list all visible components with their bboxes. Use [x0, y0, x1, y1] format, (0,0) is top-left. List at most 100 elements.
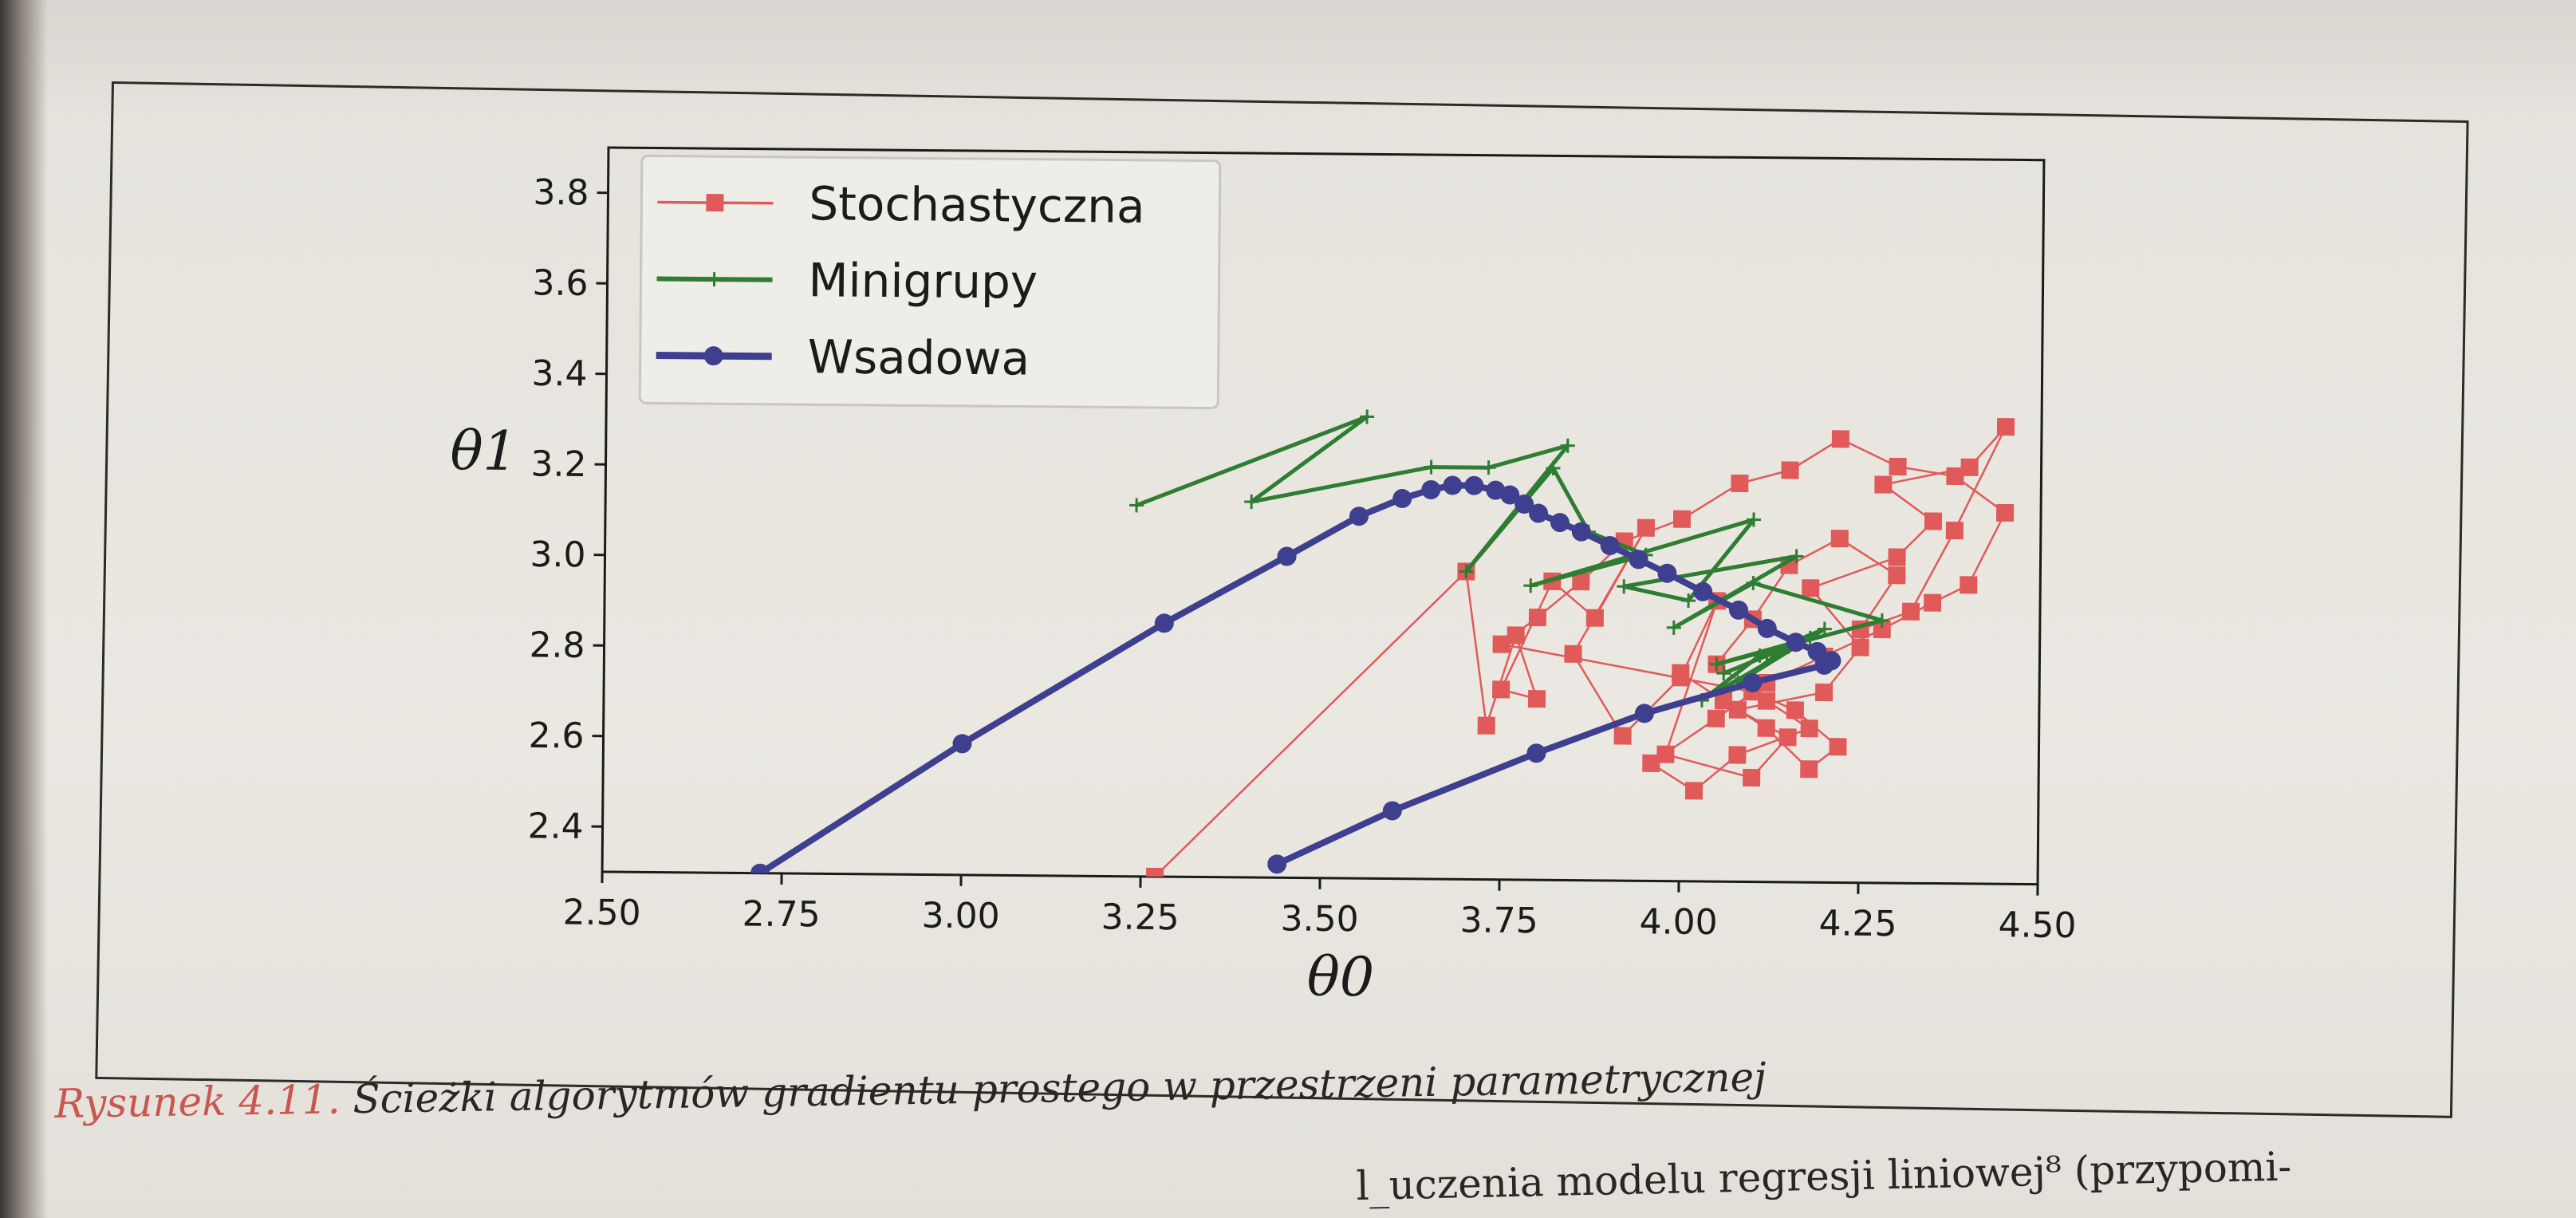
x-tick-label: 4.25 — [1818, 903, 1897, 944]
x-tick-label: 3.00 — [921, 895, 999, 936]
minibatch-point — [1617, 579, 1632, 594]
minibatch-point — [1746, 512, 1761, 527]
legend-label: Wsadowa — [807, 329, 1030, 385]
stochastic-point — [1714, 692, 1733, 710]
batch-point — [1154, 613, 1174, 633]
stochastic-point — [1477, 716, 1495, 735]
stochastic-point — [1731, 474, 1749, 493]
stochastic-point — [1800, 719, 1818, 738]
stochastic-point — [1757, 692, 1776, 710]
stochastic-point — [1995, 503, 2015, 522]
minibatch-point — [1560, 438, 1575, 453]
y-tick-label: 2.6 — [528, 715, 584, 757]
y-tick-label: 3.2 — [530, 443, 586, 485]
batch-point — [1550, 513, 1570, 533]
stochastic-point — [1888, 566, 1906, 585]
batch-point — [1634, 704, 1654, 723]
batch-point — [1277, 546, 1297, 566]
stochastic-point — [1707, 709, 1725, 727]
x-tick-label: 3.25 — [1101, 897, 1179, 938]
batch-point — [703, 346, 723, 366]
stochastic-point — [1585, 609, 1604, 627]
stochastic-point — [1778, 728, 1797, 747]
series-layer — [750, 409, 2015, 885]
figure-label: Rysunek 4.11. — [54, 1076, 341, 1127]
stochastic-point — [1743, 768, 1761, 787]
x-tick-label: 2.50 — [562, 893, 640, 934]
stochastic-point — [1527, 690, 1546, 708]
stochastic-point — [1637, 518, 1655, 537]
stochastic-point — [1684, 782, 1704, 800]
stochastic-point — [1830, 530, 1849, 548]
batch-point — [952, 734, 972, 754]
batch-point — [1757, 618, 1777, 638]
stochastic-point — [1728, 746, 1747, 764]
stochastic-point — [1492, 635, 1511, 653]
x-tick-label: 3.50 — [1280, 898, 1358, 940]
legend-label: Minigrupy — [808, 253, 1038, 309]
batch-point — [1743, 672, 1763, 692]
y-tick-label: 3.8 — [533, 172, 589, 214]
stochastic-point — [1901, 602, 1920, 621]
stochastic-point — [1786, 701, 1804, 719]
batch-point — [1382, 801, 1402, 821]
stochastic-point — [1945, 522, 1964, 540]
batch-point — [1443, 475, 1463, 495]
stochastic-point — [1613, 727, 1632, 745]
minibatch-point — [1129, 498, 1144, 513]
series-circle — [750, 475, 1841, 883]
stochastic-point — [1800, 760, 1818, 778]
x-tick-label: 3.75 — [1459, 900, 1538, 941]
minibatch-point — [707, 272, 722, 287]
batch-point — [1657, 563, 1677, 583]
minibatch-point — [1746, 575, 1761, 591]
batch-point — [1814, 655, 1834, 675]
stochastic-point — [1815, 683, 1834, 702]
batch-point — [1421, 479, 1441, 499]
x-tick-label: 4.50 — [1998, 905, 2076, 946]
stochastic-point — [1802, 579, 1820, 597]
y-tick-label: 2.8 — [529, 625, 585, 666]
minibatch-point — [1789, 549, 1804, 564]
x-axis-label: θ0 — [1307, 946, 1375, 1010]
minibatch-point — [1459, 564, 1474, 579]
series-line — [1154, 425, 2007, 877]
batch-point — [1464, 475, 1484, 495]
minibatch-point — [1802, 630, 1818, 645]
batch-point — [1349, 507, 1369, 526]
minibatch-point — [1709, 656, 1724, 672]
stochastic-point — [1507, 626, 1525, 644]
stochastic-point — [1873, 621, 1891, 639]
stochastic-point — [1781, 461, 1799, 479]
batch-point — [1600, 536, 1620, 556]
y-tick-label: 3.4 — [531, 353, 587, 395]
stochastic-point — [1572, 573, 1590, 591]
batch-point — [1526, 743, 1546, 763]
batch-point — [1514, 495, 1534, 514]
y-tick-label: 3.6 — [532, 262, 588, 304]
x-tick-label: 2.75 — [742, 894, 820, 936]
stochastic-point — [706, 194, 724, 212]
stochastic-point — [1996, 418, 2015, 436]
stochastic-point — [1492, 680, 1511, 699]
stochastic-point — [1642, 754, 1660, 772]
minibatch-point — [1424, 459, 1439, 475]
stochastic-point — [1889, 457, 1907, 476]
stochastic-point — [1874, 475, 1893, 494]
minibatch-point — [1481, 460, 1496, 475]
batch-point — [1571, 522, 1591, 542]
page-edge-shadow — [0, 0, 48, 1218]
batch-point — [1392, 489, 1412, 509]
stochastic-point — [1672, 510, 1692, 528]
minibatch-point — [1817, 621, 1832, 637]
axis-ticks: 2.50 2.75 3.00 3.25 3.50 3.75 4.00 4.25 4.50 2.4 2… — [527, 172, 2076, 946]
series-line — [1136, 414, 1885, 703]
batch-point — [1786, 633, 1806, 652]
x-tick-label: 4.00 — [1639, 901, 1717, 943]
minibatch-point — [1716, 666, 1731, 681]
batch-point — [1693, 581, 1713, 601]
batch-point — [1267, 854, 1287, 874]
stochastic-point — [1946, 467, 1964, 486]
stochastic-point — [1923, 593, 1942, 612]
